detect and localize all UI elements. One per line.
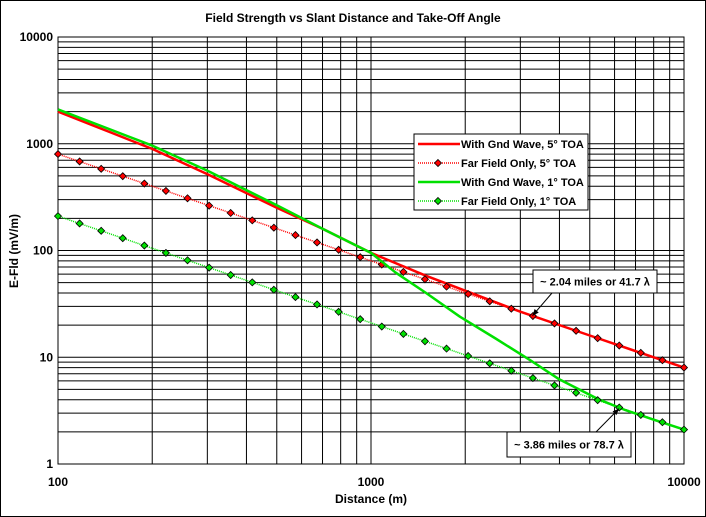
data-point-marker: [658, 418, 667, 427]
data-point-marker: [550, 381, 559, 390]
legend-label: With Gnd Wave, 5° TOA: [461, 139, 584, 151]
legend-marker: [433, 158, 443, 168]
data-point-marker: [485, 359, 494, 368]
data-point-marker: [183, 256, 192, 265]
data-point-marker: [615, 403, 624, 412]
legend-label: Far Field Only, 1° TOA: [461, 196, 576, 208]
data-point-marker: [356, 253, 365, 262]
data-point-marker: [161, 186, 170, 195]
data-point-marker: [205, 263, 214, 272]
data-point-marker: [356, 315, 365, 324]
data-point-marker: [334, 307, 343, 316]
data-point-marker: [183, 194, 192, 203]
data-point-marker: [507, 366, 516, 375]
data-point-marker: [420, 275, 430, 284]
data-point-marker: [269, 285, 278, 294]
data-point-marker: [75, 157, 84, 166]
data-point-marker: [679, 363, 689, 372]
data-point-marker: [593, 396, 602, 405]
data-point-marker: [442, 344, 451, 353]
data-point-marker: [226, 208, 235, 218]
y-tick-label: 1000: [26, 137, 53, 151]
legend-marker: [433, 196, 443, 206]
tick-labels: 1 10 100 1000 10000 100 1000 10000: [20, 30, 701, 489]
data-point-marker: [269, 223, 278, 232]
data-point-marker: [399, 267, 408, 276]
data-point-marker: [312, 300, 322, 309]
x-tick-label: 10000: [667, 475, 701, 489]
legend-label: Far Field Only, 5° TOA: [461, 158, 576, 170]
data-point-marker: [550, 319, 559, 328]
data-point-marker: [442, 282, 451, 291]
legend-label: With Gnd Wave, 1° TOA: [461, 177, 584, 189]
data-point-marker: [291, 293, 300, 302]
data-point-marker: [334, 245, 343, 254]
data-point-marker: [528, 374, 537, 383]
annotation-box: [506, 431, 632, 458]
data-point-marker: [118, 172, 127, 181]
y-tick-label: 10000: [20, 30, 54, 44]
data-point-marker: [140, 241, 149, 250]
arrowhead-icon: [532, 309, 539, 316]
legend-box: [413, 133, 589, 211]
gridlines: [57, 36, 685, 465]
data-point-marker: [679, 425, 689, 434]
chart-title: Field Strength vs Slant Distance and Tak…: [205, 11, 501, 25]
data-point-marker: [636, 410, 645, 419]
y-tick-label: 10: [40, 350, 54, 364]
data-point-marker: [420, 337, 430, 346]
series-lines: [53, 108, 689, 434]
y-axis-title: E-Fld (mV/m): [7, 214, 21, 288]
data-point-marker: [464, 289, 473, 299]
data-point-marker: [658, 356, 667, 365]
data-point-marker: [312, 238, 322, 247]
data-point-marker: [161, 248, 170, 257]
data-point-marker: [205, 201, 214, 210]
data-point-marker: [53, 150, 63, 159]
data-point-marker: [97, 226, 106, 235]
data-point-marker: [399, 329, 408, 338]
data-point-marker: [248, 278, 257, 287]
arrowhead-icon: [612, 408, 620, 416]
series-line-2: [57, 153, 685, 369]
data-point-marker: [464, 351, 473, 361]
data-point-marker: [507, 304, 516, 313]
x-tick-label: 100: [48, 475, 68, 489]
y-tick-label: 100: [33, 244, 53, 258]
series-line-3: [57, 108, 685, 431]
data-point-marker: [528, 311, 537, 321]
x-axis-title: Distance (m): [335, 492, 407, 506]
data-point-marker: [291, 231, 300, 240]
legend: With Gnd Wave, 5° TOA Far Field Only, 5° …: [413, 133, 589, 211]
data-point-marker: [75, 219, 84, 228]
y-tick-label: 1: [46, 457, 53, 471]
annotation-text: ~ 3.86 miles or 78.7 λ: [514, 440, 624, 452]
data-point-marker: [248, 216, 257, 225]
annotation-text: ~ 2.04 miles or 41.7 λ: [540, 277, 650, 289]
data-point-marker: [140, 179, 149, 188]
series-line-4: [57, 215, 685, 431]
data-point-marker: [572, 388, 581, 397]
data-point-marker: [226, 270, 235, 280]
data-point-marker: [97, 164, 106, 173]
data-point-marker: [615, 341, 624, 350]
data-point-marker: [53, 212, 63, 221]
data-point-marker: [636, 348, 645, 357]
data-point-marker: [593, 334, 602, 343]
data-point-marker: [377, 322, 386, 331]
data-point-marker: [572, 326, 581, 335]
annotations: ~ 2.04 miles or 41.7 λ ~ 3.86 miles or 78…: [506, 269, 658, 458]
data-point-marker: [485, 297, 494, 306]
data-point-marker: [118, 234, 127, 243]
x-tick-label: 1000: [358, 475, 385, 489]
annotation-box: [532, 269, 658, 294]
